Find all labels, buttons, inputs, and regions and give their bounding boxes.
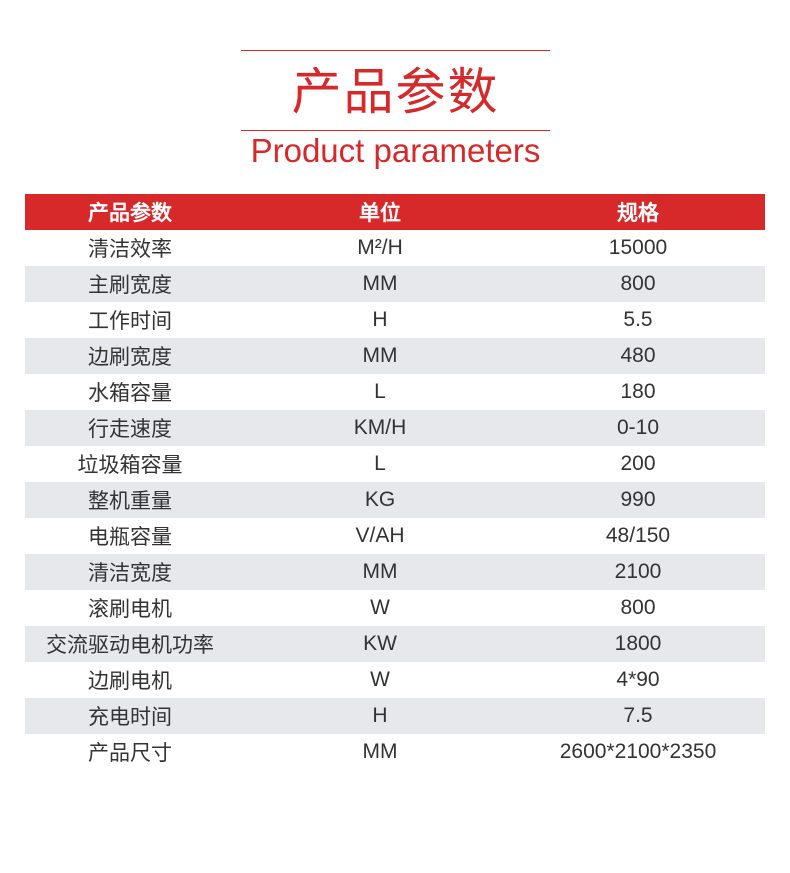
param-value-cell: 2600*2100*2350 (559, 740, 717, 763)
param-value-cell: 2100 (614, 560, 662, 583)
param-unit-cell: L (374, 452, 386, 475)
param-unit-cell: MM (362, 740, 398, 763)
table-row: 清洁宽度 MM 2100 (25, 554, 765, 590)
header-cell: 规格 (617, 201, 659, 225)
table-row: 主刷宽度 MM 800 (25, 266, 765, 302)
param-unit-cell: KW (363, 632, 397, 655)
header-cell: 产品参数 (88, 201, 172, 225)
param-name-cell: 交流驱动电机功率 (46, 633, 214, 657)
parameters-table: 产品参数 单位 规格 清洁效率 M²/H 15000 主刷宽度 MM 800 工作时间 H 5.… (25, 194, 765, 770)
param-unit-cell: KM/H (353, 416, 407, 439)
param-value-cell: 200 (620, 452, 656, 475)
param-name-cell: 垃圾箱容量 (77, 453, 183, 477)
table-row: 充电时间 H 7.5 (25, 698, 765, 734)
table-row: 行走速度 KM/H 0-10 (25, 410, 765, 446)
param-value-cell: 4*90 (616, 668, 660, 691)
param-name-cell: 整机重量 (88, 489, 172, 513)
table-row: 交流驱动电机功率 KW 1800 (25, 626, 765, 662)
param-unit-cell: M²/H (357, 236, 403, 259)
param-value-cell: 0-10 (616, 416, 660, 439)
param-unit-cell: H (372, 308, 388, 331)
param-unit-cell: MM (362, 344, 398, 367)
table-row: 工作时间 H 5.5 (25, 302, 765, 338)
param-name-cell: 清洁宽度 (88, 561, 172, 585)
param-name-cell: 充电时间 (88, 705, 172, 729)
param-name-cell: 清洁效率 (88, 237, 172, 261)
param-unit-cell: W (370, 668, 390, 691)
param-unit-cell: L (374, 380, 386, 403)
param-name-cell: 水箱容量 (88, 381, 172, 405)
table-header: 产品参数 单位 规格 (25, 194, 765, 230)
param-value-cell: 15000 (608, 236, 668, 259)
header-cell: 单位 (359, 201, 401, 225)
mid-divider (241, 130, 550, 131)
page-subtitle: Product parameters (250, 132, 541, 169)
table-row: 垃圾箱容量 L 200 (25, 446, 765, 482)
param-name-cell: 滚刷电机 (88, 597, 172, 621)
table-row: 水箱容量 L 180 (25, 374, 765, 410)
param-value-cell: 480 (620, 344, 656, 367)
table-row: 清洁效率 M²/H 15000 (25, 230, 765, 266)
param-unit-cell: H (372, 704, 388, 727)
param-value-cell: 180 (620, 380, 656, 403)
param-unit-cell: W (370, 596, 390, 619)
param-value-cell: 1800 (614, 632, 662, 655)
table-row: 整机重量 KG 990 (25, 482, 765, 518)
param-unit-cell: MM (362, 272, 398, 295)
param-unit-cell: V/AH (355, 524, 405, 547)
table-row: 边刷电机 W 4*90 (25, 662, 765, 698)
param-value-cell: 48/150 (605, 524, 671, 547)
param-value-cell: 800 (620, 596, 656, 619)
param-value-cell: 7.5 (623, 704, 653, 727)
param-name-cell: 边刷宽度 (88, 345, 172, 369)
table-row: 电瓶容量 V/AH 48/150 (25, 518, 765, 554)
page-title: 产品参数 (291, 63, 500, 121)
param-name-cell: 边刷电机 (88, 669, 172, 693)
table-row: 产品尺寸 MM 2600*2100*2350 (25, 734, 765, 770)
param-unit-cell: MM (362, 560, 398, 583)
top-divider (241, 50, 550, 51)
param-name-cell: 主刷宽度 (88, 273, 172, 297)
param-value-cell: 800 (620, 272, 656, 295)
table-row: 滚刷电机 W 800 (25, 590, 765, 626)
param-name-cell: 产品尺寸 (88, 741, 172, 765)
param-value-cell: 990 (620, 488, 656, 511)
param-name-cell: 行走速度 (88, 417, 172, 441)
table-row: 边刷宽度 MM 480 (25, 338, 765, 374)
param-unit-cell: KG (364, 488, 396, 511)
param-name-cell: 电瓶容量 (88, 525, 172, 549)
param-name-cell: 工作时间 (88, 309, 172, 333)
param-value-cell: 5.5 (623, 308, 653, 331)
